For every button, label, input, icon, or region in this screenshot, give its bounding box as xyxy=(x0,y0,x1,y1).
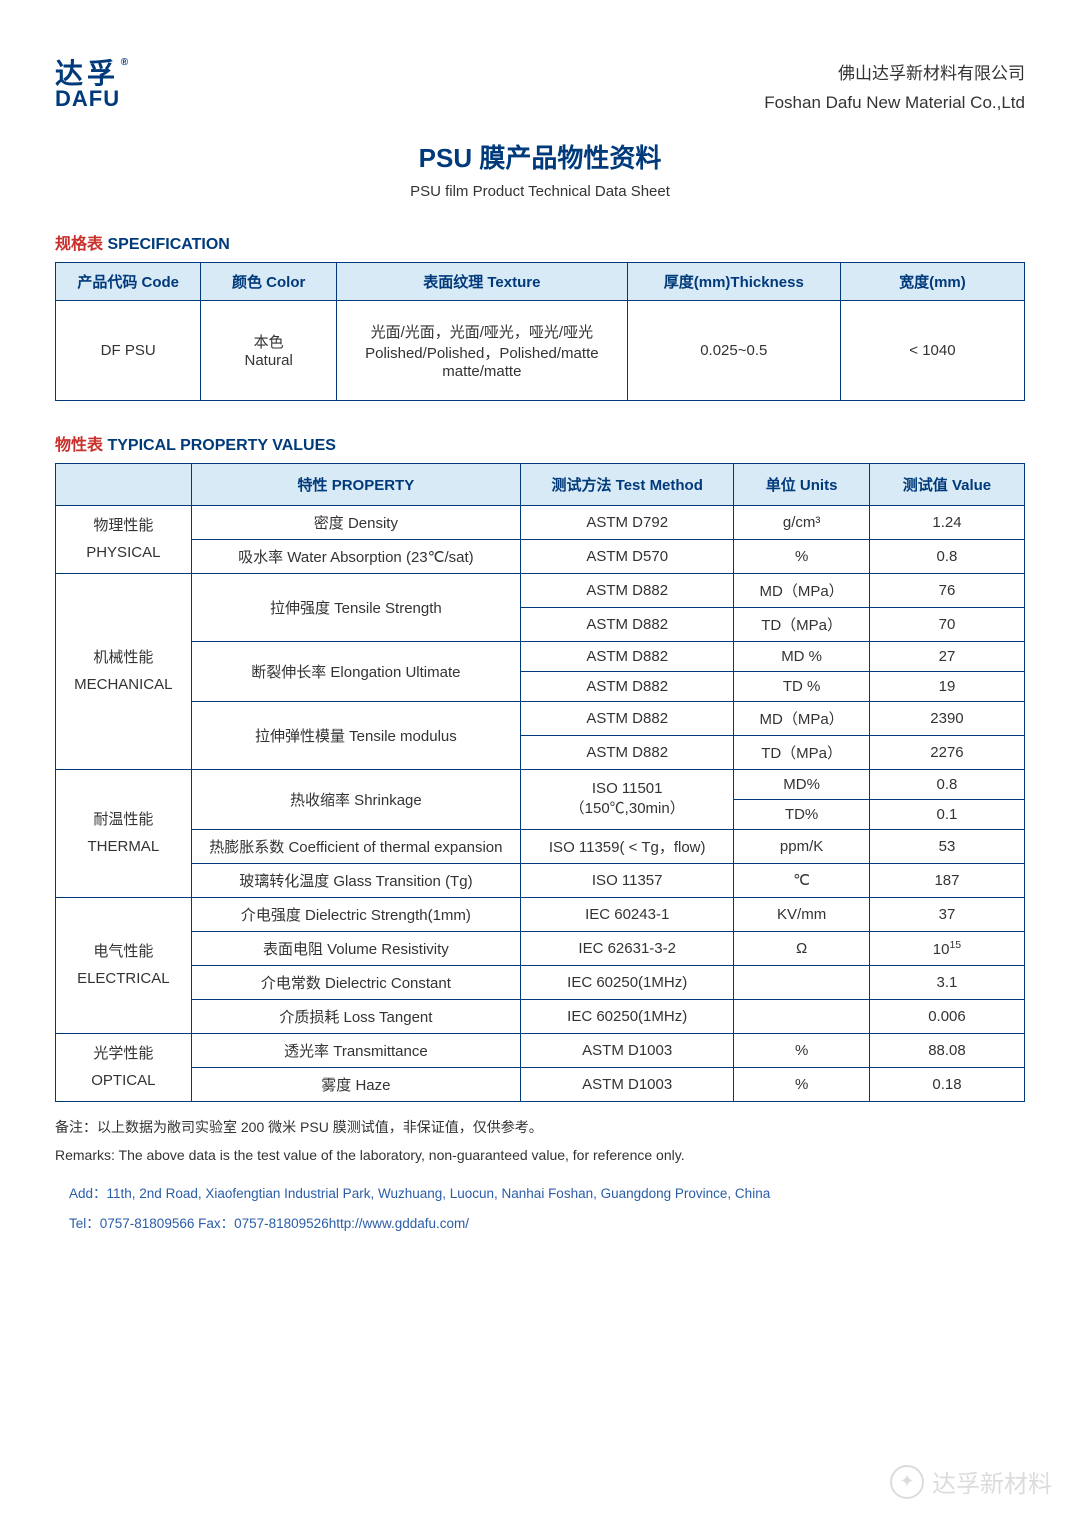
table-row: 物理性能 PHYSICAL 密度 Density ASTM D792 g/cm³… xyxy=(56,505,1025,539)
table-row: DF PSU 本色 Natural 光面/光面，光面/哑光，哑光/哑光 Poli… xyxy=(56,300,1025,400)
remarks-en: Remarks: The above data is the test valu… xyxy=(55,1142,1025,1169)
company-cn: 佛山达孚新材料有限公司 xyxy=(764,60,1025,89)
col-property: 特性 PROPERTY xyxy=(191,463,520,505)
table-row: 表面电阻 Volume Resistivity IEC 62631-3-2 Ω … xyxy=(56,931,1025,965)
cat-mechanical: 机械性能 MECHANICAL xyxy=(56,573,192,769)
table-row: 机械性能 MECHANICAL 拉伸强度 Tensile Strength AS… xyxy=(56,573,1025,607)
table-header-row: 产品代码 Code 颜色 Color 表面纹理 Texture 厚度(mm)Th… xyxy=(56,262,1025,300)
col-code: 产品代码 Code xyxy=(56,262,201,300)
address-line: Add：11th, 2nd Road, Xiaofengtian Industr… xyxy=(69,1179,1025,1209)
table-row: 玻璃转化温度 Glass Transition (Tg) ISO 11357 ℃… xyxy=(56,863,1025,897)
table-header-row: 特性 PROPERTY 测试方法 Test Method 单位 Units 测试… xyxy=(56,463,1025,505)
company-en: Foshan Dafu New Material Co.,Ltd xyxy=(764,89,1025,118)
cell-width: < 1040 xyxy=(840,300,1024,400)
table-row: 雾度 Haze ASTM D1003 % 0.18 xyxy=(56,1067,1025,1101)
remarks-block: 备注：以上数据为敝司实验室 200 微米 PSU 膜测试值，非保证值，仅供参考。… xyxy=(55,1114,1025,1169)
property-table: 特性 PROPERTY 测试方法 Test Method 单位 Units 测试… xyxy=(55,463,1025,1102)
specification-table: 产品代码 Code 颜色 Color 表面纹理 Texture 厚度(mm)Th… xyxy=(55,262,1025,401)
cell-thickness: 0.025~0.5 xyxy=(627,300,840,400)
cat-physical: 物理性能 PHYSICAL xyxy=(56,505,192,573)
document-title: PSU 膜产品物性资料 PSU film Product Technical D… xyxy=(55,138,1025,200)
table-row: 电气性能 ELECTRICAL 介电强度 Dielectric Strength… xyxy=(56,897,1025,931)
cat-thermal: 耐温性能 THERMAL xyxy=(56,769,192,897)
title-cn: PSU 膜产品物性资料 xyxy=(55,138,1025,175)
watermark: ✦ 达孚新材料 xyxy=(890,1464,1052,1499)
col-units: 单位 Units xyxy=(734,463,870,505)
cat-electrical: 电气性能 ELECTRICAL xyxy=(56,897,192,1033)
watermark-text: 达孚新材料 xyxy=(932,1464,1052,1499)
remarks-cn: 备注：以上数据为敝司实验室 200 微米 PSU 膜测试值，非保证值，仅供参考。 xyxy=(55,1114,1025,1141)
address-block: Add：11th, 2nd Road, Xiaofengtian Industr… xyxy=(55,1179,1025,1238)
cell-code: DF PSU xyxy=(56,300,201,400)
col-texture: 表面纹理 Texture xyxy=(337,262,628,300)
cell-color: 本色 Natural xyxy=(201,300,337,400)
cell-texture: 光面/光面，光面/哑光，哑光/哑光 Polished/Polished，Poli… xyxy=(337,300,628,400)
company-logo: 达孚® DAFU xyxy=(55,60,120,110)
table-row: 断裂伸长率 Elongation Ultimate ASTM D882 MD %… xyxy=(56,641,1025,671)
cell-volres-value: 1015 xyxy=(869,931,1024,965)
table-row: 拉伸弹性模量 Tensile modulus ASTM D882 MD（MPa）… xyxy=(56,701,1025,735)
table-row: 介电常数 Dielectric Constant IEC 60250(1MHz)… xyxy=(56,965,1025,999)
table-row: 热膨胀系数 Coefficient of thermal expansion I… xyxy=(56,829,1025,863)
col-thickness: 厚度(mm)Thickness xyxy=(627,262,840,300)
logo-cn: 达孚® xyxy=(55,60,120,88)
table-row: 光学性能 OPTICAL 透光率 Transmittance ASTM D100… xyxy=(56,1033,1025,1067)
prop-title-en: TYPICAL PROPERTY VALUES xyxy=(107,437,335,454)
cat-optical: 光学性能 OPTICAL xyxy=(56,1033,192,1101)
wechat-icon: ✦ xyxy=(890,1465,924,1499)
spec-title-en: SPECIFICATION xyxy=(107,236,229,253)
col-width: 宽度(mm) xyxy=(840,262,1024,300)
spec-section-title: 规格表 SPECIFICATION xyxy=(55,230,1025,254)
table-row: 耐温性能 THERMAL 热收缩率 Shrinkage ISO 11501 （1… xyxy=(56,769,1025,799)
col-blank xyxy=(56,463,192,505)
company-name-block: 佛山达孚新材料有限公司 Foshan Dafu New Material Co.… xyxy=(764,60,1025,118)
col-value: 测试值 Value xyxy=(869,463,1024,505)
spec-title-cn: 规格表 xyxy=(55,236,103,253)
title-en: PSU film Product Technical Data Sheet xyxy=(55,183,1025,200)
col-color: 颜色 Color xyxy=(201,262,337,300)
cell-shrink-method: ISO 11501 （150℃,30min） xyxy=(521,769,734,829)
table-row: 介质损耗 Loss Tangent IEC 60250(1MHz) 0.006 xyxy=(56,999,1025,1033)
logo-en: DAFU xyxy=(55,88,120,110)
table-row: 吸水率 Water Absorption (23℃/sat) ASTM D570… xyxy=(56,539,1025,573)
col-method: 测试方法 Test Method xyxy=(521,463,734,505)
contact-line: Tel：0757-81809566 Fax：0757-81809526http:… xyxy=(69,1209,1025,1239)
page-header: 达孚® DAFU 佛山达孚新材料有限公司 Foshan Dafu New Mat… xyxy=(55,60,1025,118)
prop-title-cn: 物性表 xyxy=(55,437,103,454)
prop-section-title: 物性表 TYPICAL PROPERTY VALUES xyxy=(55,431,1025,455)
